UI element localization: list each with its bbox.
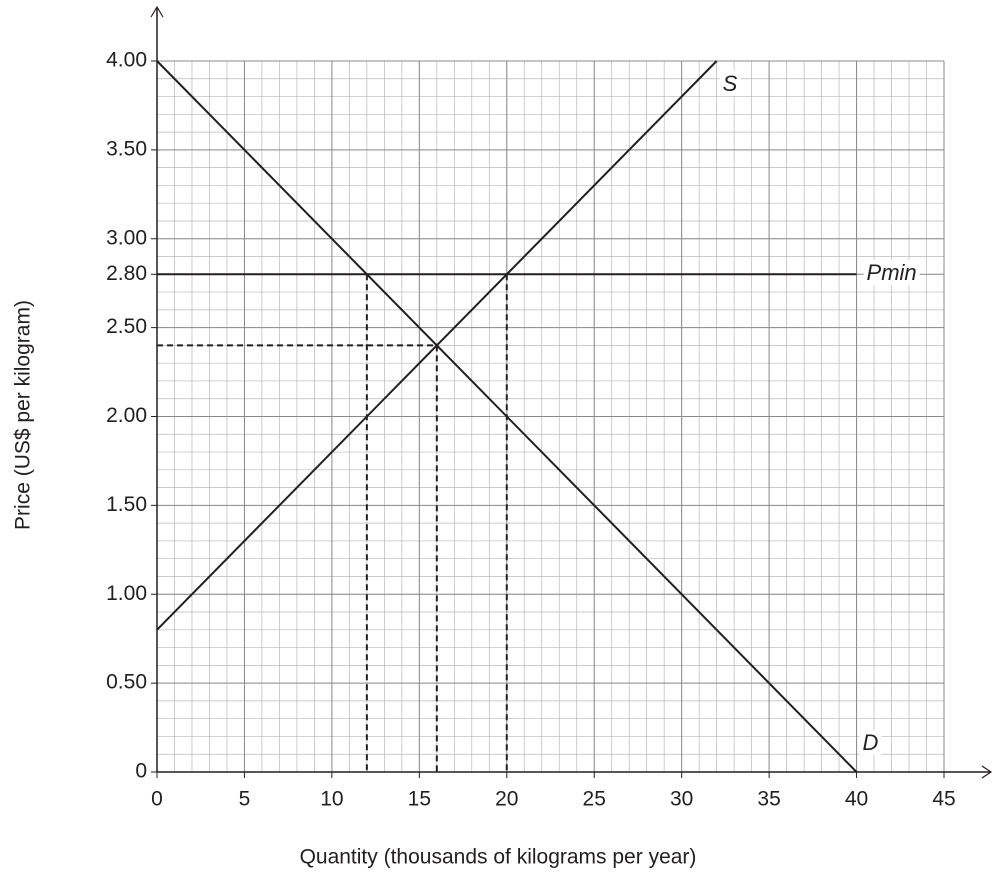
y-tick-label: 2.50 <box>106 315 147 338</box>
x-axis-title: Quantity (thousands of kilograms per yea… <box>300 846 697 869</box>
line-label: Pmin <box>867 260 917 285</box>
label-background <box>719 70 741 96</box>
y-tick-label: 2.00 <box>106 404 147 427</box>
y-tick-label: 2.80 <box>106 262 147 285</box>
x-tick-label: 0 <box>151 788 163 811</box>
line <box>156 60 858 773</box>
label-background <box>859 729 882 755</box>
y-tick-label: 3.00 <box>106 226 147 249</box>
x-tick-label: 40 <box>845 788 868 811</box>
y-tick-label: 0 <box>135 760 147 783</box>
line-label: S <box>723 71 738 96</box>
x-tick-label: 30 <box>670 788 693 811</box>
y-tick-label: 3.50 <box>106 137 147 160</box>
x-tick-label: 45 <box>932 788 955 811</box>
x-tick-label: 25 <box>583 788 606 811</box>
y-axis-arrow <box>150 5 164 18</box>
x-axis-arrow <box>981 765 993 779</box>
x-tick-label: 10 <box>320 788 343 811</box>
y-tick-label: 4.00 <box>106 49 147 72</box>
label-background <box>863 260 920 286</box>
line-label: D <box>863 730 879 755</box>
x-tick-label: 20 <box>495 788 518 811</box>
x-tick-label: 15 <box>408 788 431 811</box>
x-tick-label: 35 <box>757 788 780 811</box>
y-tick-label: 0.50 <box>106 671 147 694</box>
y-tick-label: 1.50 <box>106 493 147 516</box>
grid <box>156 60 945 773</box>
y-axis-title: Price (US$ per kilogram) <box>12 300 35 530</box>
y-tick-label: 1.00 <box>106 582 147 605</box>
plot <box>156 60 858 773</box>
x-tick-label: 5 <box>239 788 251 811</box>
